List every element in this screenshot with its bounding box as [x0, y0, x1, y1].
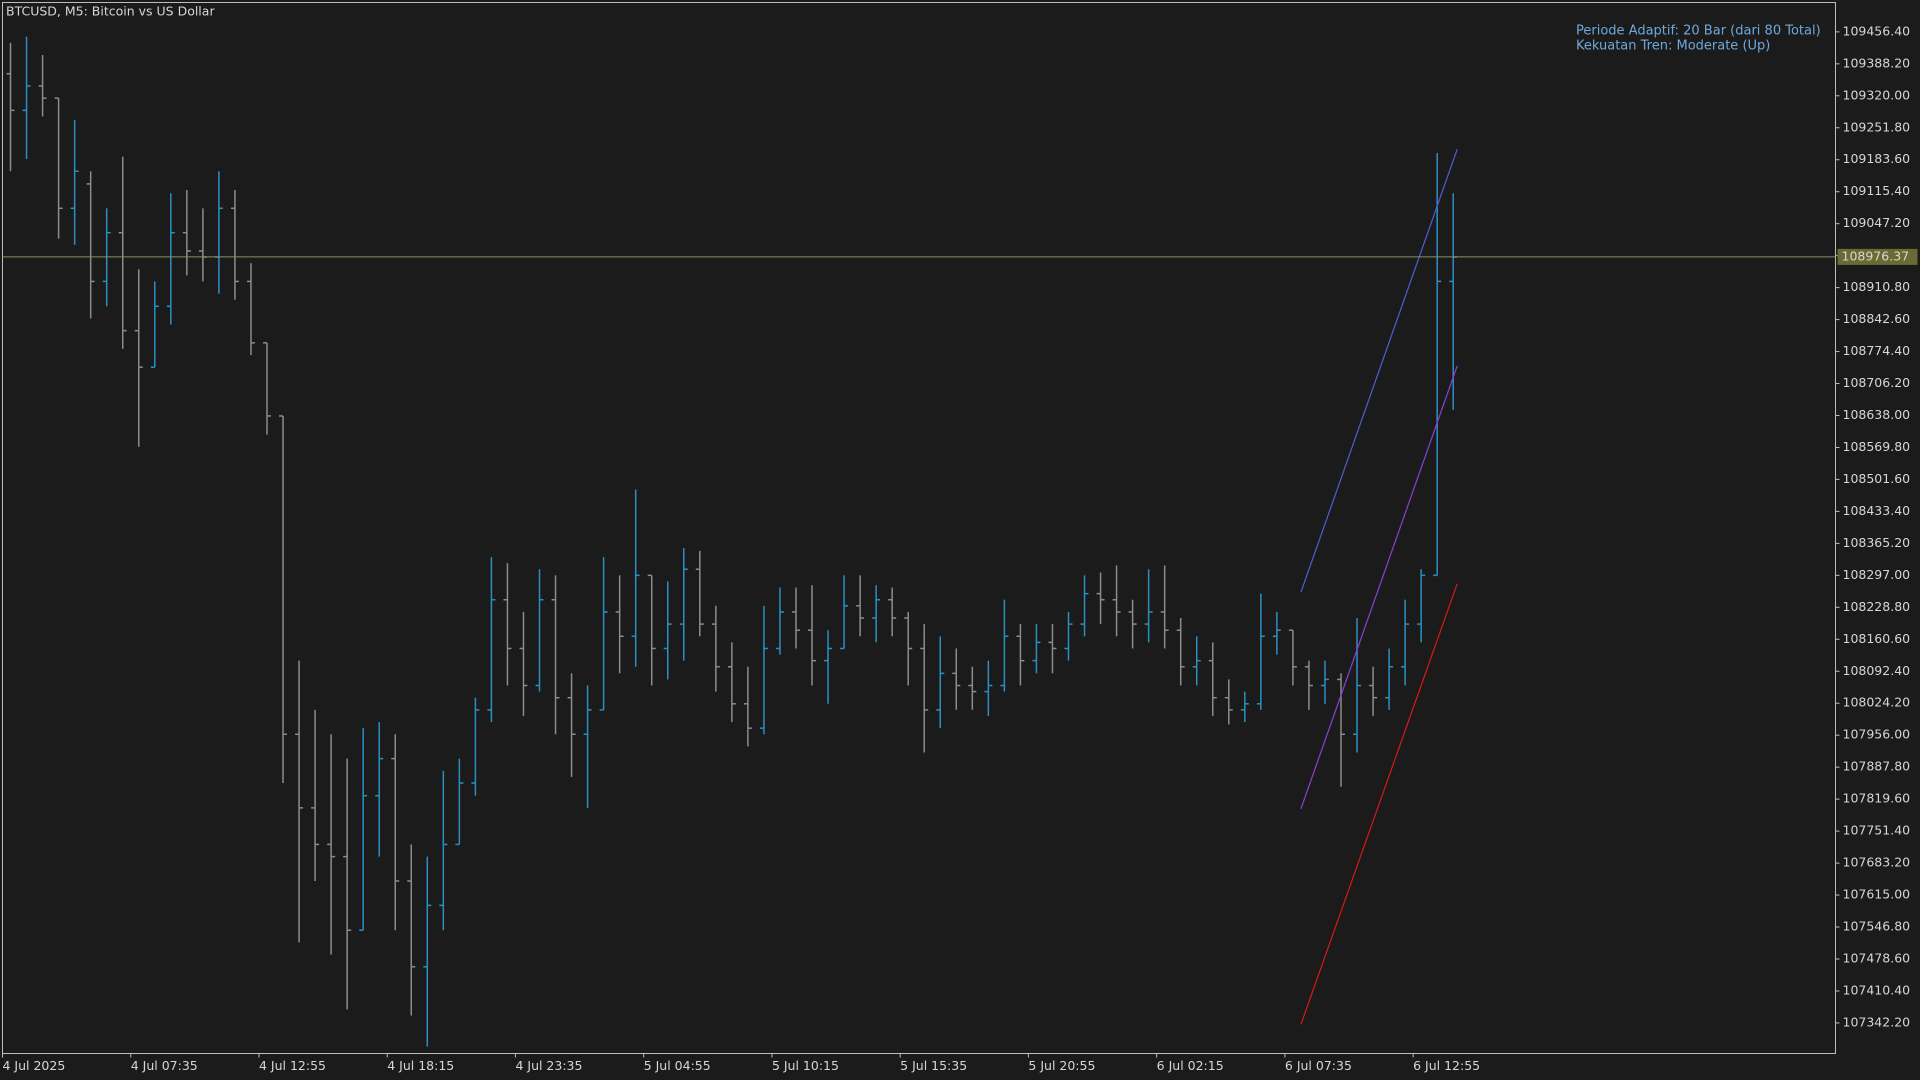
y-tick-label: 108228.80	[1843, 599, 1911, 614]
y-tick-label: 109115.40	[1843, 183, 1911, 198]
y-tick-label: 108842.60	[1843, 311, 1911, 326]
y-tick-label: 108433.40	[1843, 503, 1911, 518]
y-tick-label: 107751.40	[1843, 823, 1911, 838]
x-tick-label: 5 Jul 04:55	[644, 1058, 711, 1073]
y-tick-label: 108092.40	[1843, 663, 1911, 678]
x-tick-label: 6 Jul 12:55	[1413, 1058, 1480, 1073]
y-tick-label: 108160.60	[1843, 631, 1911, 646]
y-tick-label: 107887.80	[1843, 759, 1911, 774]
y-tick-label: 108706.20	[1843, 375, 1911, 390]
channel-line	[1300, 583, 1458, 1025]
y-tick-label: 107615.00	[1843, 887, 1911, 902]
annotation: Kekuatan Tren: Moderate (Up)	[1576, 39, 1770, 54]
y-tick-label: 108501.60	[1843, 471, 1911, 486]
channel-line	[1300, 149, 1458, 593]
x-tick-label: 4 Jul 18:15	[387, 1058, 454, 1073]
y-tick-label: 108365.20	[1843, 535, 1911, 550]
chart-title: BTCUSD, M5: Bitcoin vs US Dollar	[6, 4, 215, 19]
y-tick-label: 107819.60	[1843, 791, 1911, 806]
y-tick-label: 109456.40	[1843, 23, 1911, 38]
x-tick-label: 4 Jul 23:35	[515, 1058, 582, 1073]
y-tick-label: 107410.40	[1843, 982, 1911, 997]
x-tick-label: 6 Jul 02:15	[1157, 1058, 1224, 1073]
y-tick-label: 109183.60	[1843, 151, 1911, 166]
y-tick-label: 107342.20	[1843, 1014, 1911, 1029]
y-tick-label: 107546.80	[1843, 919, 1911, 934]
y-tick-label: 107478.60	[1843, 950, 1911, 965]
y-tick-label: 108297.00	[1843, 567, 1911, 582]
y-tick-label: 109320.00	[1843, 87, 1911, 102]
x-tick-label: 5 Jul 20:55	[1028, 1058, 1095, 1073]
y-tick-label: 108569.80	[1843, 439, 1911, 454]
x-tick-label: 4 Jul 07:35	[131, 1058, 198, 1073]
y-tick-label: 108774.40	[1843, 343, 1911, 358]
x-tick-label: 5 Jul 10:15	[772, 1058, 839, 1073]
y-tick-label: 107683.20	[1843, 855, 1911, 870]
x-tick-label: 5 Jul 15:35	[900, 1058, 967, 1073]
y-tick-label: 109388.20	[1843, 55, 1911, 70]
y-tick-label: 109251.80	[1843, 119, 1911, 134]
plot-frame	[2, 2, 1836, 1054]
annotation: Periode Adaptif: 20 Bar (dari 80 Total)	[1576, 24, 1821, 39]
x-tick-label: 4 Jul 12:55	[259, 1058, 326, 1073]
price-label: 108976.37	[1842, 248, 1910, 263]
price-label-bg	[1837, 248, 1918, 265]
y-tick-label: 108910.80	[1843, 279, 1911, 294]
y-tick-label: 108024.20	[1843, 695, 1911, 710]
x-tick-label: 4 Jul 2025	[3, 1058, 66, 1073]
x-tick-label: 6 Jul 07:35	[1285, 1058, 1352, 1073]
channel-line	[1300, 365, 1458, 809]
y-tick-label: 107956.00	[1843, 727, 1911, 742]
y-tick-label: 108638.00	[1843, 407, 1911, 422]
y-tick-label: 109047.20	[1843, 215, 1911, 230]
